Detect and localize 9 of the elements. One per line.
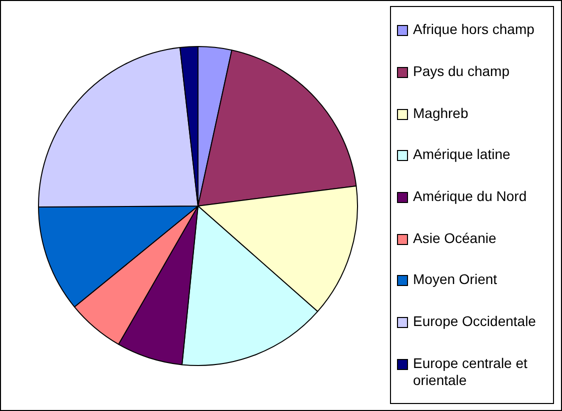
legend-label: Europe centrale et orientale <box>413 354 528 389</box>
legend-label: Amérique du Nord <box>413 188 527 205</box>
legend-label: Amérique latine <box>413 146 510 164</box>
legend-label: Pays du champ <box>413 62 510 80</box>
legend-label: Europe Occidentale <box>413 312 536 330</box>
legend-label: Asie Océanie <box>413 230 496 247</box>
legend-label: Afrique hors champ <box>413 21 534 38</box>
legend-label: Maghreb <box>413 104 468 122</box>
legend-label: Moyen Orient <box>413 271 498 288</box>
